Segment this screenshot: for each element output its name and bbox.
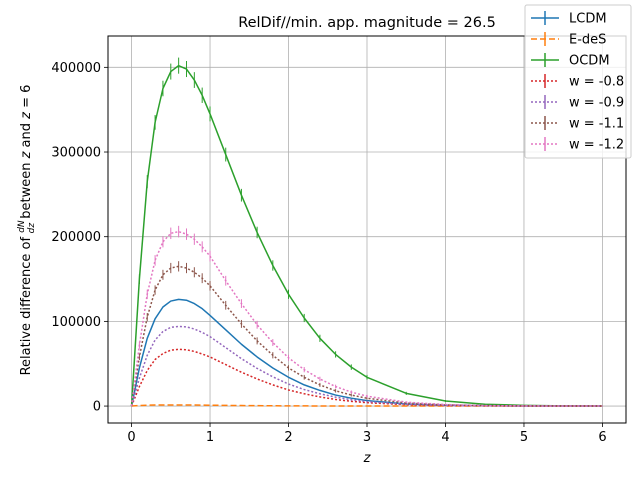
- y-label-eq: = 6: [19, 85, 34, 112]
- x-tick-label: 5: [520, 430, 528, 445]
- legend-label: E-deS: [569, 33, 606, 48]
- legend-item: w = -0.9: [531, 95, 624, 111]
- legend-item: LCDM: [531, 11, 607, 27]
- y-tick-label: 0: [93, 400, 101, 415]
- legend-label: w = -0.9: [569, 96, 624, 111]
- svg-text:Relative difference of dNdz be: Relative difference of dNdz between z an…: [17, 85, 37, 376]
- series-ocdm: [130, 57, 603, 407]
- y-tick-label: 200000: [51, 230, 101, 245]
- series-w-0-9: [130, 325, 603, 407]
- legend-item: w = -1.1: [531, 116, 624, 132]
- legend-item: E-deS: [531, 32, 606, 48]
- y-label-between: between: [19, 158, 34, 222]
- series-w-1-2: [130, 225, 603, 407]
- series-w-1-1: [130, 261, 603, 407]
- x-tick-label: 4: [441, 430, 449, 445]
- legend-label: w = -1.2: [569, 138, 624, 153]
- x-tick-label: 6: [598, 430, 606, 445]
- legend-item: w = -0.8: [531, 74, 624, 90]
- series-e-des: [131, 404, 603, 407]
- y-tick-label: 400000: [51, 61, 101, 76]
- legend-label: w = -1.1: [569, 117, 624, 132]
- series-line: [130, 348, 603, 407]
- tick-layer: 0 1 2 3 4 5 6 0 100000 200000 300000 400000: [51, 61, 606, 445]
- y-axis-label: Relative difference of dNdz between z an…: [17, 85, 37, 376]
- series-line: [130, 325, 603, 407]
- y-label-frac-den: dz: [27, 223, 37, 234]
- x-tick-label: 2: [284, 430, 292, 445]
- x-tick-label: 0: [127, 430, 135, 445]
- legend-item: OCDM: [531, 53, 610, 69]
- y-label-z2: z: [19, 111, 34, 120]
- x-tick-label: 1: [206, 430, 214, 445]
- y-label-prefix: Relative difference of: [19, 233, 34, 376]
- legend-label: LCDM: [569, 12, 607, 27]
- legend-label: OCDM: [569, 54, 610, 69]
- chart-title: RelDif//min. app. magnitude = 26.5: [238, 15, 496, 31]
- legend-label: w = -0.8: [569, 75, 624, 90]
- y-label-and: and: [19, 119, 34, 152]
- series-layer: [130, 57, 603, 407]
- legend-box: [524, 4, 632, 159]
- y-label-frac-num: dN: [17, 220, 27, 233]
- series-line: [131, 404, 603, 407]
- series-w-0-8: [130, 348, 603, 407]
- legend-item: w = -1.2: [531, 137, 624, 153]
- legend: LCDM E-deS OCDM w = -0.8 w = -0.9 w = -1.1 w =…: [524, 4, 632, 159]
- y-tick-label: 300000: [51, 146, 101, 161]
- y-label-z1: z: [19, 150, 34, 159]
- x-axis-label: z: [363, 451, 372, 466]
- y-tick-label: 100000: [51, 315, 101, 330]
- x-tick-label: 3: [363, 430, 371, 445]
